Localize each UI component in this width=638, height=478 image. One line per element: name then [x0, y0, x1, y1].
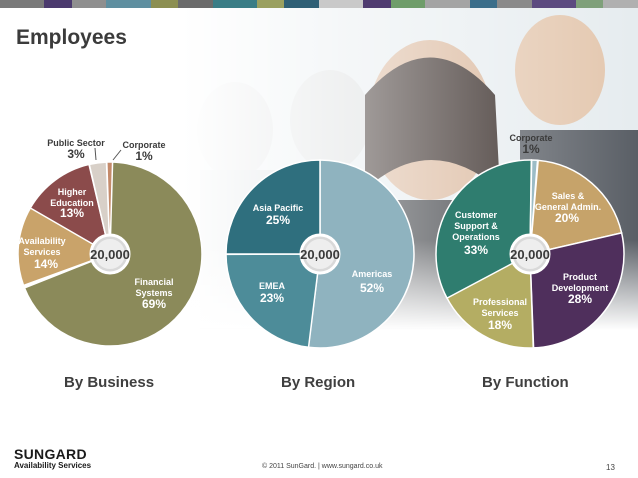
pie-slice: [529, 159, 539, 255]
slice-value-label: 25%: [266, 213, 290, 227]
chart-title-by-business: By Business: [64, 374, 155, 391]
stripe-segment: [390, 0, 426, 8]
stripe-segment: [212, 0, 258, 8]
slice-value-label: 1%: [522, 142, 540, 156]
pie-slice: [29, 163, 112, 256]
pie-slice: [307, 159, 415, 349]
slice-name-label: Higher: [58, 187, 87, 197]
total-label: 20,000: [300, 247, 340, 262]
page-title: Employees: [16, 26, 127, 49]
stripe-segment: [576, 0, 604, 8]
slice-name-label: Corporate: [122, 140, 165, 150]
slice-value-label: 14%: [34, 257, 58, 271]
slice-name-label: Americas: [352, 269, 393, 279]
stripe-segment: [257, 0, 285, 8]
page-number: 13: [606, 463, 615, 472]
slice-name-label: Customer: [455, 210, 498, 220]
slice-value-label: 3%: [67, 147, 85, 161]
total-label: 20,000: [510, 247, 550, 262]
pie-slice: [529, 231, 625, 349]
total-badge: [299, 233, 341, 275]
stripe-segment: [284, 0, 319, 8]
slice-name-label: Services: [481, 308, 518, 318]
slice-name-label: EMEA: [259, 281, 286, 291]
stripe-segment: [71, 0, 107, 8]
leader-line: [112, 149, 122, 161]
slice-name-label: Financial: [134, 277, 173, 287]
slice-value-label: 69%: [142, 297, 166, 311]
chart-title-by-function: By Function: [482, 374, 569, 391]
stripe-segment: [150, 0, 178, 8]
slice-name-label: Education: [50, 198, 94, 208]
slice-value-label: 33%: [464, 243, 488, 257]
pie-slice: [529, 159, 623, 255]
sungard-logo-subtitle: Availability Services: [14, 461, 92, 470]
pie-slice: [435, 159, 533, 300]
stripe-segment: [496, 0, 532, 8]
slice-value-label: 28%: [568, 292, 592, 306]
slice-name-label: Systems: [135, 288, 172, 298]
stripe-segment: [469, 0, 497, 8]
stripe-segment: [0, 0, 45, 8]
slice-name-label: General Admin.: [535, 202, 601, 212]
total-label: 20,000: [90, 247, 130, 262]
slice-value-label: 52%: [360, 281, 384, 295]
slice-value-label: 23%: [260, 291, 284, 305]
stripe-segment: [603, 0, 638, 8]
slice-value-label: 13%: [60, 206, 84, 220]
stripe-segment: [363, 0, 391, 8]
slice-name-label: Corporate: [509, 133, 552, 143]
slice-name-label: Development: [552, 283, 609, 293]
total-badge: [89, 233, 131, 275]
stripe-segment: [106, 0, 151, 8]
pie-slice: [225, 159, 321, 255]
stripe-segment: [177, 0, 213, 8]
stripe-segment: [44, 0, 72, 8]
stripe-segment: [318, 0, 364, 8]
pie-slice: [106, 161, 114, 255]
slice-name-label: Asia Pacific: [253, 203, 304, 213]
slice-name-label: Services: [23, 247, 60, 257]
slice-name-label: Availability: [18, 236, 65, 246]
chart-title-by-region: By Region: [281, 374, 356, 391]
top-color-stripe: [0, 0, 638, 8]
pie-slice: [445, 252, 535, 349]
slice-name-label: Professional: [473, 297, 527, 307]
footer-copyright: © 2011 SunGard. | www.sungard.co.uk: [262, 463, 383, 470]
slice-value-label: 18%: [488, 318, 512, 332]
slice-name-label: Public Sector: [47, 138, 105, 148]
pie-slice: [17, 206, 112, 287]
slice-name-label: Product: [563, 272, 597, 282]
stripe-segment: [425, 0, 470, 8]
sungard-logo: SUNGARD: [14, 446, 87, 462]
slice-value-label: 20%: [555, 211, 579, 225]
slice-name-label: Operations: [452, 232, 500, 242]
leader-line: [94, 147, 97, 161]
slice-value-label: 1%: [135, 149, 153, 163]
total-badge: [509, 233, 551, 275]
stripe-segment: [531, 0, 577, 8]
pie-slice: [225, 253, 321, 349]
slice-name-label: Sales &: [552, 191, 585, 201]
slice-name-label: Support &: [454, 221, 498, 231]
